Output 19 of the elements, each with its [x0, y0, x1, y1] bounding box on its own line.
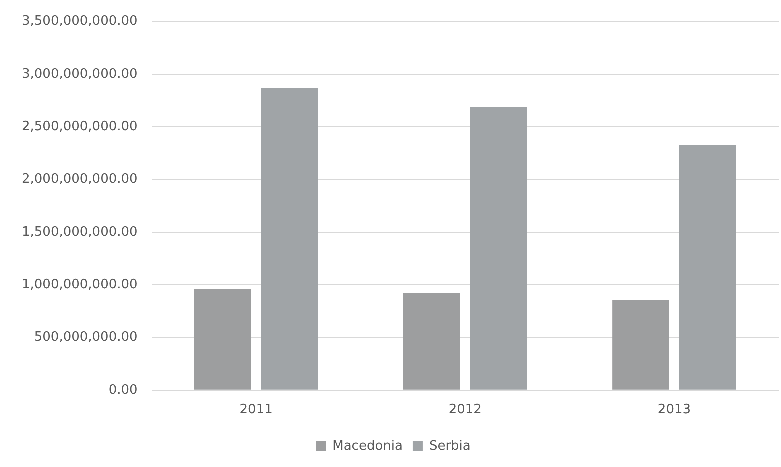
y-tick-label: 1,500,000,000.00	[22, 224, 138, 240]
y-tick-label: 0.00	[108, 382, 138, 398]
bar	[194, 289, 252, 390]
y-tick-label: 3,000,000,000.00	[22, 66, 138, 82]
y-tick-label: 2,000,000,000.00	[22, 172, 138, 188]
y-tick-label: 2,500,000,000.00	[22, 119, 138, 134]
bar	[612, 300, 670, 390]
bar	[261, 88, 318, 390]
y-tick-label: 3,500,000,000.00	[22, 14, 138, 30]
x-tick-label: 2012	[448, 402, 482, 418]
x-tick-label: 2013	[658, 402, 692, 418]
legend-label: Macedonia	[332, 438, 403, 454]
bar	[470, 107, 528, 390]
bar	[679, 145, 736, 390]
x-tick-label: 2011	[240, 402, 273, 418]
y-tick-label: 500,000,000.00	[34, 330, 138, 346]
y-tick-label: 1,000,000,000.00	[22, 277, 138, 292]
bar	[404, 294, 460, 390]
legend-label: Serbia	[429, 438, 471, 454]
